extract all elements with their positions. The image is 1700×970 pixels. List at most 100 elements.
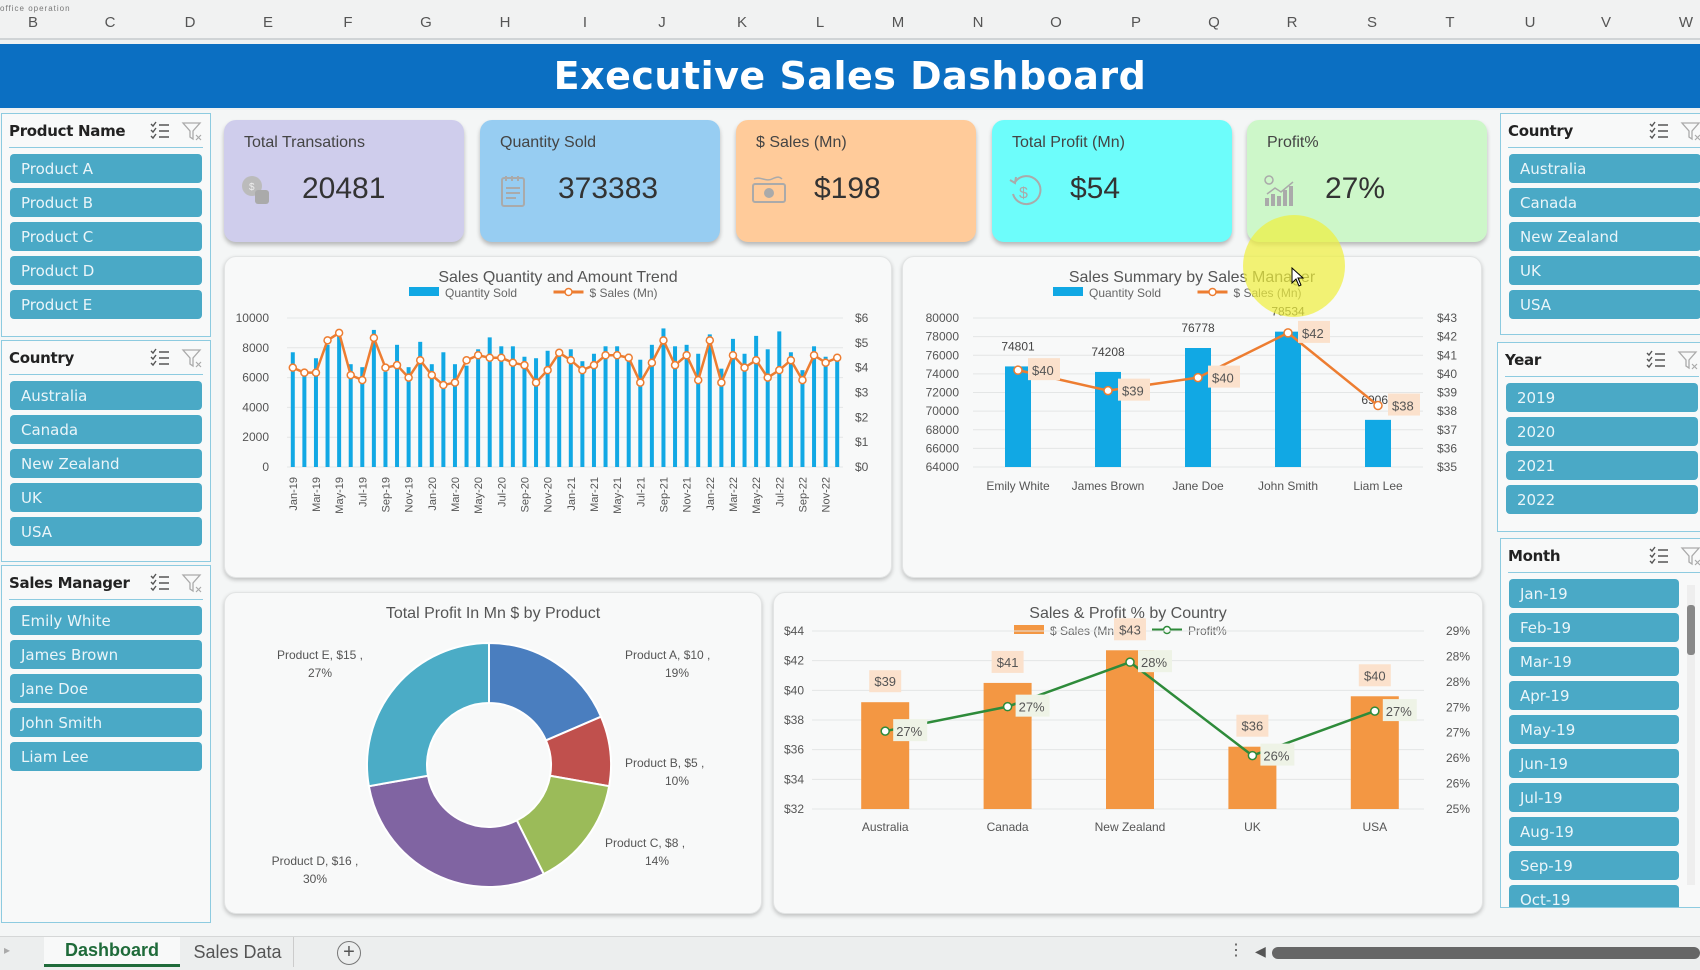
column-header-q[interactable]: Q [1208, 14, 1220, 31]
slicer-item[interactable]: Australia [1509, 154, 1700, 183]
scroll-thumb[interactable] [1687, 605, 1695, 655]
column-header-w[interactable]: W [1678, 14, 1694, 31]
clear-filter-icon[interactable] [181, 347, 203, 369]
column-header-n[interactable]: N [972, 14, 984, 31]
y-tick-label: $40 [784, 683, 804, 697]
slicer-item[interactable]: Product C [10, 222, 202, 251]
line-marker [554, 348, 564, 358]
slicer-item[interactable]: Emily White [10, 606, 202, 635]
x-tick-label: Australia [862, 820, 909, 834]
column-header-m[interactable]: M [891, 14, 905, 31]
slicer-item[interactable]: Product B [10, 188, 202, 217]
legend-label: $ Sales (Mn) [590, 286, 658, 300]
multi-select-icon[interactable] [149, 120, 171, 142]
column-header-k[interactable]: K [736, 14, 747, 31]
multi-select-icon[interactable] [1648, 120, 1670, 142]
bar [626, 353, 631, 467]
slicer-item[interactable]: UK [1509, 256, 1700, 285]
slicer-item[interactable]: Canada [10, 415, 202, 444]
slicer-item[interactable]: May-19 [1509, 715, 1679, 744]
slicer-item[interactable]: Apr-19 [1509, 681, 1679, 710]
bar-data-label: 69062 [1361, 393, 1395, 407]
slicer-item[interactable]: 2019 [1506, 383, 1698, 412]
multi-select-icon[interactable] [1648, 545, 1670, 567]
slicer-item[interactable]: Jane Doe [10, 674, 202, 703]
slicer-item-label: Sep-19 [1520, 856, 1573, 875]
slicer-item[interactable]: 2021 [1506, 451, 1698, 480]
slicer-item[interactable]: John Smith [10, 708, 202, 737]
slicer-sales-manager: Sales Manager Emily White James Brown Jane … [1, 565, 211, 923]
slicer-item[interactable]: Australia [10, 381, 202, 410]
line-label-bg [1298, 320, 1330, 343]
y-tick-label: 10000 [236, 311, 270, 325]
slicer-item[interactable]: Aug-19 [1509, 817, 1679, 846]
kpi-value: 373383 [558, 172, 659, 205]
slice-label: Product D, $16 , [272, 854, 359, 868]
column-header-t[interactable]: T [1445, 14, 1455, 31]
clear-filter-icon[interactable] [181, 120, 203, 142]
add-sheet-button[interactable]: + [337, 941, 361, 965]
tab-dashboard[interactable]: Dashboard [44, 937, 180, 967]
multi-select-icon[interactable] [149, 572, 171, 594]
clear-filter-icon[interactable] [1680, 120, 1700, 142]
bar [441, 352, 446, 467]
tab-label: Sales Data [193, 941, 282, 962]
multi-select-icon[interactable] [149, 347, 171, 369]
slicer-item[interactable]: 2022 [1506, 485, 1698, 514]
column-header-r[interactable]: R [1286, 14, 1298, 31]
horizontal-scrollbar[interactable] [1272, 947, 1700, 959]
x-tick-label: Jan-20 [427, 477, 439, 511]
clear-filter-icon[interactable] [181, 572, 203, 594]
multi-select-icon[interactable] [1645, 349, 1667, 371]
column-header-c[interactable]: C [104, 14, 116, 31]
slicer-item[interactable]: Liam Lee [10, 742, 202, 771]
tab-scroll-left-icon[interactable]: ▸ [4, 943, 11, 957]
slicer-item[interactable]: 2020 [1506, 417, 1698, 446]
slicer-header: Country [9, 341, 203, 375]
slicer-item[interactable]: USA [1509, 290, 1700, 319]
column-header-g[interactable]: G [420, 14, 432, 31]
slicer-item[interactable]: Canada [1509, 188, 1700, 217]
slicer-item-label: Australia [1520, 159, 1587, 178]
slicer-item-label: May-19 [1520, 720, 1576, 739]
column-header-s[interactable]: S [1366, 14, 1377, 31]
slicer-item[interactable]: UK [10, 483, 202, 512]
column-header-u[interactable]: U [1524, 14, 1536, 31]
column-header-e[interactable]: E [262, 14, 273, 31]
clear-filter-icon[interactable] [1680, 545, 1700, 567]
slicer-item[interactable]: Product D [10, 256, 202, 285]
column-header-p[interactable]: P [1130, 14, 1141, 31]
slicer-item[interactable]: Jun-19 [1509, 749, 1679, 778]
line-label-bg [1208, 365, 1240, 388]
column-header-j[interactable]: J [658, 14, 666, 31]
slicer-scrollbar[interactable] [1687, 585, 1695, 885]
slicer-item[interactable]: Jan-19 [1509, 579, 1679, 608]
slicer-item[interactable]: Mar-19 [1509, 647, 1679, 676]
name-box[interactable]: office operation [0, 4, 71, 13]
slicer-item[interactable]: New Zealand [1509, 222, 1700, 251]
scroll-left-arrow-icon[interactable]: ◀ [1255, 943, 1266, 959]
slicer-item[interactable]: James Brown [10, 640, 202, 669]
column-header-v[interactable]: V [1600, 14, 1611, 31]
slicer-item[interactable]: Sep-19 [1509, 851, 1679, 880]
slicer-item[interactable]: Feb-19 [1509, 613, 1679, 642]
tab-options-icon[interactable]: ⋮ [1228, 942, 1244, 959]
column-header-f[interactable]: F [343, 14, 353, 31]
bar [823, 356, 828, 467]
clear-filter-icon[interactable] [1677, 349, 1699, 371]
tab-sales-data[interactable]: Sales Data [182, 937, 294, 967]
column-header-d[interactable]: D [184, 14, 196, 31]
slicer-item[interactable]: Product A [10, 154, 202, 183]
slicer-item[interactable]: New Zealand [10, 449, 202, 478]
slicer-item[interactable]: USA [10, 517, 202, 546]
column-header-h[interactable]: H [499, 14, 511, 31]
column-header-b[interactable]: B [27, 14, 38, 31]
slicer-item[interactable]: Product E [10, 290, 202, 319]
slicer-item[interactable]: Jul-19 [1509, 783, 1679, 812]
column-header-l[interactable]: L [815, 14, 825, 31]
column-header-o[interactable]: O [1050, 14, 1062, 31]
slicer-header: Product Name [9, 114, 203, 148]
slicer-item[interactable]: Oct-19 [1509, 885, 1679, 907]
bar [360, 367, 365, 467]
column-header-i[interactable]: I [582, 14, 588, 31]
